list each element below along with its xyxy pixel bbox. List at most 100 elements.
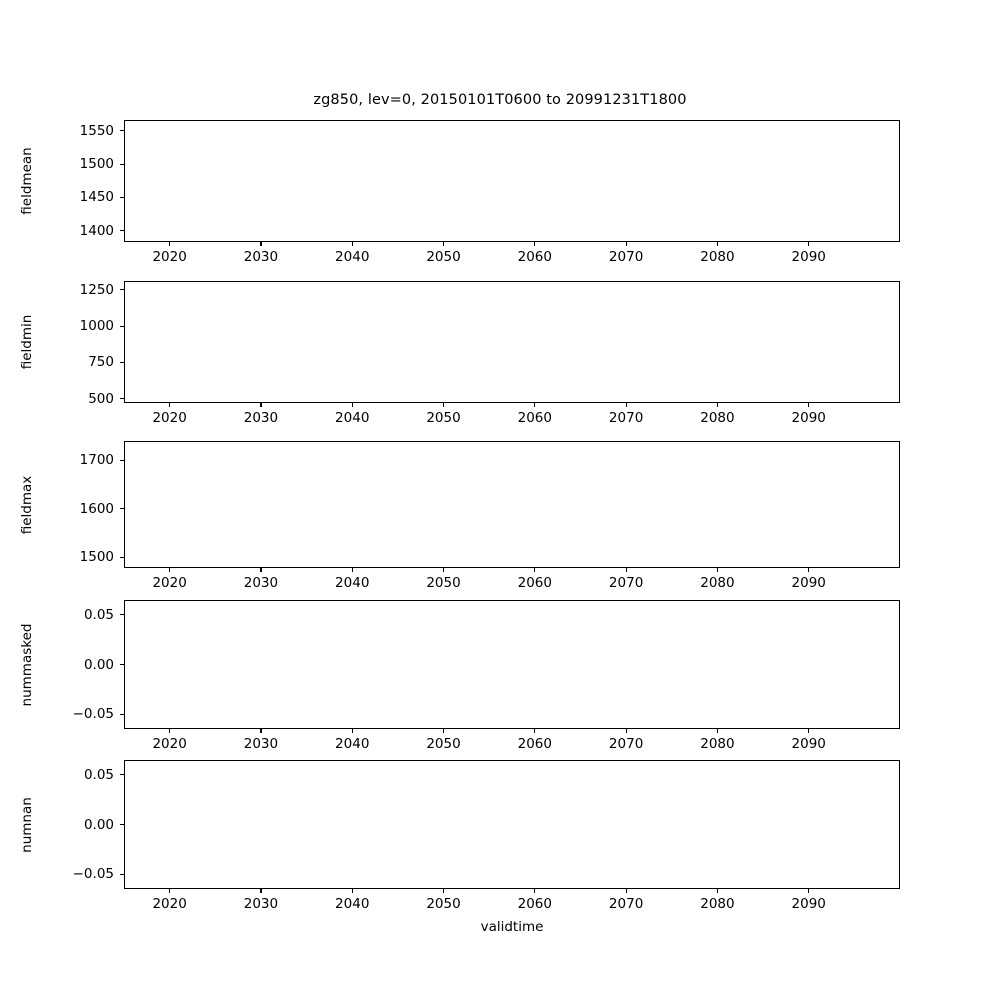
- x-tick-label: 2070: [608, 736, 644, 752]
- x-tick-label: 2030: [243, 896, 279, 912]
- x-tick-mark: [808, 403, 810, 407]
- y-tick-mark: [120, 398, 124, 400]
- x-tick-label: 2040: [335, 575, 370, 591]
- x-tick-mark: [351, 403, 353, 407]
- x-tick-mark: [169, 729, 171, 733]
- x-tick-label: 2080: [700, 575, 735, 591]
- x-tick-mark: [260, 889, 262, 893]
- x-tick-mark: [260, 729, 262, 733]
- y-axis-label-fieldmin: fieldmin: [19, 314, 35, 370]
- x-tick-label: 2040: [335, 249, 370, 265]
- x-tick-mark: [534, 889, 536, 893]
- x-tick-mark: [169, 242, 171, 246]
- x-tick-label: 2090: [791, 410, 826, 426]
- x-tick-mark: [443, 403, 445, 407]
- x-tick-mark: [351, 242, 353, 246]
- x-tick-mark: [260, 568, 262, 572]
- x-tick-mark: [625, 403, 627, 407]
- x-tick-mark: [443, 889, 445, 893]
- panel-nummasked[interactable]: [124, 600, 900, 729]
- y-tick-mark: [120, 163, 124, 165]
- x-tick-label: 2050: [426, 575, 461, 591]
- x-tick-mark: [169, 889, 171, 893]
- y-tick-mark: [120, 556, 124, 558]
- y-tick-mark: [120, 325, 124, 327]
- y-tick-mark: [120, 361, 124, 363]
- x-tick-label: 2050: [426, 896, 461, 912]
- x-tick-mark: [443, 242, 445, 246]
- panel-fieldmin[interactable]: [124, 281, 900, 403]
- y-tick-label: 1400: [79, 222, 114, 239]
- y-tick-mark: [120, 508, 124, 510]
- x-tick-label: 2070: [608, 896, 644, 912]
- x-tick-label: 2080: [700, 736, 735, 752]
- x-tick-mark: [625, 889, 627, 893]
- x-tick-mark: [625, 729, 627, 733]
- y-tick-label: 0.05: [83, 606, 114, 623]
- x-tick-label: 2060: [517, 736, 552, 752]
- x-tick-label: 2070: [608, 249, 644, 265]
- x-tick-mark: [351, 568, 353, 572]
- x-tick-mark: [534, 729, 536, 733]
- y-tick-mark: [120, 664, 124, 666]
- x-tick-mark: [808, 889, 810, 893]
- x-tick-mark: [808, 242, 810, 246]
- x-axis-label: validtime: [480, 919, 544, 935]
- panel-numnan[interactable]: [124, 760, 900, 889]
- x-tick-label: 2090: [791, 736, 826, 752]
- x-tick-label: 2020: [152, 736, 187, 752]
- x-tick-mark: [443, 729, 445, 733]
- axes-frame-nummasked: [124, 600, 900, 729]
- y-tick-mark: [120, 230, 124, 232]
- x-tick-label: 2080: [700, 410, 735, 426]
- x-tick-label: 2030: [243, 249, 279, 265]
- x-tick-label: 2080: [700, 249, 735, 265]
- y-tick-label: 1600: [79, 500, 114, 517]
- y-tick-label: 1500: [79, 156, 114, 172]
- y-tick-mark: [120, 713, 124, 715]
- x-tick-label: 2020: [152, 249, 187, 265]
- y-axis-label-nummasked: nummasked: [19, 623, 35, 706]
- y-tick-mark: [120, 289, 124, 291]
- y-tick-label: 1500: [79, 549, 114, 566]
- panel-fieldmean[interactable]: [124, 120, 900, 242]
- x-tick-label: 2080: [700, 896, 735, 912]
- y-tick-label: 500: [88, 390, 114, 407]
- x-tick-label: 2020: [152, 410, 187, 426]
- x-tick-label: 2090: [791, 896, 826, 912]
- axes-frame-numnan: [124, 760, 900, 889]
- y-tick-label: 750: [88, 354, 114, 371]
- y-tick-mark: [120, 196, 124, 198]
- x-tick-mark: [716, 242, 718, 246]
- x-tick-label: 2050: [426, 249, 461, 265]
- x-tick-mark: [169, 568, 171, 572]
- y-tick-label: 0.00: [83, 656, 114, 673]
- figure-title: zg850, lev=0, 20150101T0600 to 20991231T…: [313, 92, 687, 108]
- y-tick-label: 1700: [79, 452, 114, 469]
- axes-frame-fieldmax: [124, 441, 900, 568]
- y-tick-label: −0.05: [72, 706, 114, 723]
- y-tick-label: 1250: [79, 281, 114, 298]
- x-tick-mark: [169, 403, 171, 407]
- y-tick-mark: [120, 824, 124, 826]
- y-tick-mark: [120, 459, 124, 461]
- x-tick-label: 2030: [243, 736, 279, 752]
- x-tick-label: 2090: [791, 249, 826, 265]
- x-tick-mark: [534, 403, 536, 407]
- x-tick-mark: [808, 729, 810, 733]
- y-tick-label: 0.05: [83, 766, 114, 783]
- axes-frame-fieldmin: [124, 281, 900, 403]
- x-tick-label: 2030: [243, 410, 279, 426]
- x-tick-mark: [625, 568, 627, 572]
- x-tick-label: 2050: [426, 736, 461, 752]
- y-tick-mark: [120, 614, 124, 616]
- x-tick-label: 2040: [335, 896, 370, 912]
- x-tick-mark: [808, 568, 810, 572]
- x-tick-label: 2040: [335, 736, 370, 752]
- x-tick-mark: [534, 242, 536, 246]
- x-tick-label: 2050: [426, 410, 461, 426]
- y-axis-label-numnan: numnan: [19, 796, 35, 853]
- x-tick-label: 2020: [152, 896, 187, 912]
- panel-fieldmax[interactable]: [124, 441, 900, 568]
